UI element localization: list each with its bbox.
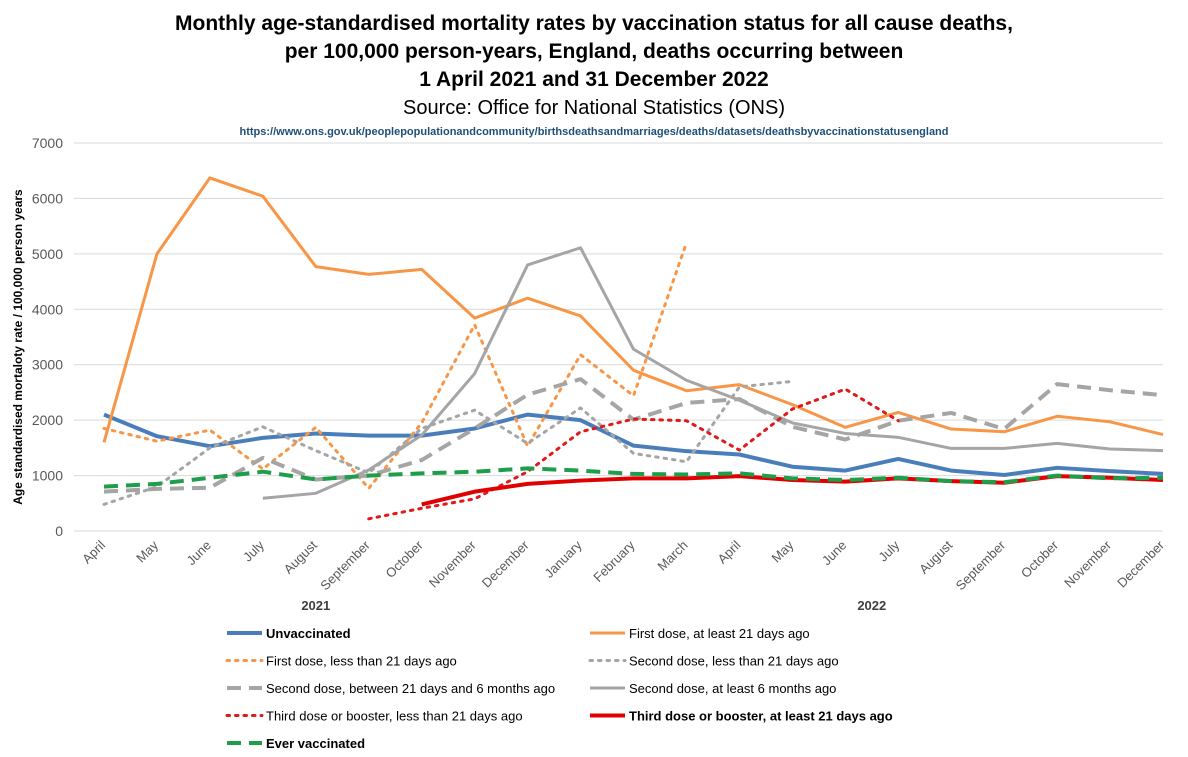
chart-title-line-1: Monthly age-standardised mortality rates… bbox=[175, 12, 1013, 35]
series-line bbox=[103, 466, 1164, 489]
chart-subtitle: Source: Office for National Statistics (… bbox=[403, 97, 785, 119]
x-tick-label: April bbox=[715, 537, 744, 566]
source-url: https://www.ons.gov.uk/peoplepopulationa… bbox=[239, 126, 949, 138]
legend-label: First dose, less than 21 days ago bbox=[266, 654, 457, 669]
legend-item: Second dose, at least 6 months ago bbox=[590, 681, 836, 696]
series-line-segment bbox=[421, 474, 1164, 507]
series-line bbox=[102, 379, 794, 506]
legend: Unvaccinated First dose, at least 21 days… bbox=[225, 626, 893, 751]
chart-title-line-2: per 100,000 person-years, England, death… bbox=[284, 40, 904, 63]
x-tick-label: September bbox=[317, 537, 373, 593]
x-tick-label: November bbox=[1061, 537, 1114, 590]
x-tick-label: October bbox=[1018, 537, 1062, 581]
legend-label: Second dose, at least 6 months ago bbox=[629, 681, 836, 696]
series-line-segment bbox=[367, 387, 900, 521]
x-tick-label: May bbox=[768, 537, 796, 565]
x-tick-label: March bbox=[654, 538, 690, 574]
series-line-segment bbox=[103, 466, 1164, 489]
series-line-segment bbox=[103, 412, 1164, 478]
legend-label: Unvaccinated bbox=[266, 626, 351, 641]
y-tick-label: 5000 bbox=[32, 246, 63, 262]
x-tick-label: June bbox=[183, 538, 214, 569]
series-line bbox=[421, 474, 1164, 507]
legend-label: Second dose, less than 21 days ago bbox=[629, 654, 839, 669]
x-tick-label: January bbox=[541, 537, 585, 581]
legend-label: Ever vaccinated bbox=[266, 736, 365, 751]
series-line-segment bbox=[102, 379, 794, 506]
x-tick-label: June bbox=[819, 538, 850, 569]
legend-label: First dose, at least 21 days ago bbox=[629, 626, 810, 641]
x-tick-label: July bbox=[240, 537, 267, 564]
y-tick-label: 4000 bbox=[32, 301, 63, 317]
y-tick-label: 2000 bbox=[32, 412, 63, 428]
legend-label: Third dose or booster, less than 21 days… bbox=[266, 709, 523, 724]
series-line bbox=[102, 241, 688, 490]
x-tick-label: September bbox=[953, 537, 1009, 593]
legend-item: Second dose, less than 21 days ago bbox=[588, 654, 839, 669]
series-line-segment bbox=[102, 176, 1164, 443]
legend-item: Unvaccinated bbox=[227, 626, 351, 641]
x-tick-label: February bbox=[590, 537, 638, 585]
x-tick-label: December bbox=[1114, 537, 1167, 590]
y-axis-label: Age standardised mortaloty rate / 100,00… bbox=[11, 189, 25, 505]
legend-item: Third dose or booster, less than 21 days… bbox=[225, 709, 523, 724]
x-tick-label: July bbox=[875, 537, 902, 564]
x-tick-label: December bbox=[479, 537, 532, 590]
legend-label: Third dose or booster, at least 21 days … bbox=[629, 709, 893, 724]
series-lines bbox=[102, 176, 1164, 521]
legend-item: Second dose, between 21 days and 6 month… bbox=[227, 681, 555, 696]
y-tick-label: 3000 bbox=[32, 357, 63, 373]
series-line bbox=[262, 246, 1164, 500]
gridlines bbox=[74, 142, 1163, 532]
year-label: 2021 bbox=[301, 598, 330, 613]
y-tick-label: 7000 bbox=[32, 135, 63, 151]
y-tick-label: 0 bbox=[55, 523, 63, 539]
y-axis: 0 1000 2000 3000 4000 5000 6000 7000 Age standar… bbox=[11, 135, 63, 539]
x-tick-label: October bbox=[383, 537, 427, 581]
legend-item: Third dose or booster, at least 21 days … bbox=[590, 709, 893, 724]
series-line-segment bbox=[102, 241, 688, 490]
y-tick-label: 1000 bbox=[32, 468, 63, 484]
chart-title-line-3: 1 April 2021 and 31 December 2022 bbox=[419, 68, 769, 91]
x-tick-label: August bbox=[281, 537, 320, 576]
year-label: 2022 bbox=[857, 598, 886, 613]
series-line bbox=[102, 176, 1164, 443]
y-tick-label: 6000 bbox=[32, 190, 63, 206]
series-line-segment bbox=[262, 246, 1164, 500]
x-tick-label: November bbox=[426, 537, 479, 590]
legend-item: First dose, less than 21 days ago bbox=[225, 654, 457, 669]
legend-item: Ever vaccinated bbox=[227, 736, 365, 751]
series-line bbox=[367, 387, 900, 521]
x-tick-label: May bbox=[133, 537, 161, 565]
legend-label: Second dose, between 21 days and 6 month… bbox=[266, 681, 555, 696]
series-line bbox=[103, 412, 1164, 478]
legend-item: First dose, at least 21 days ago bbox=[590, 626, 810, 641]
x-tick-label: April bbox=[79, 537, 108, 566]
x-tick-label: August bbox=[916, 537, 955, 576]
